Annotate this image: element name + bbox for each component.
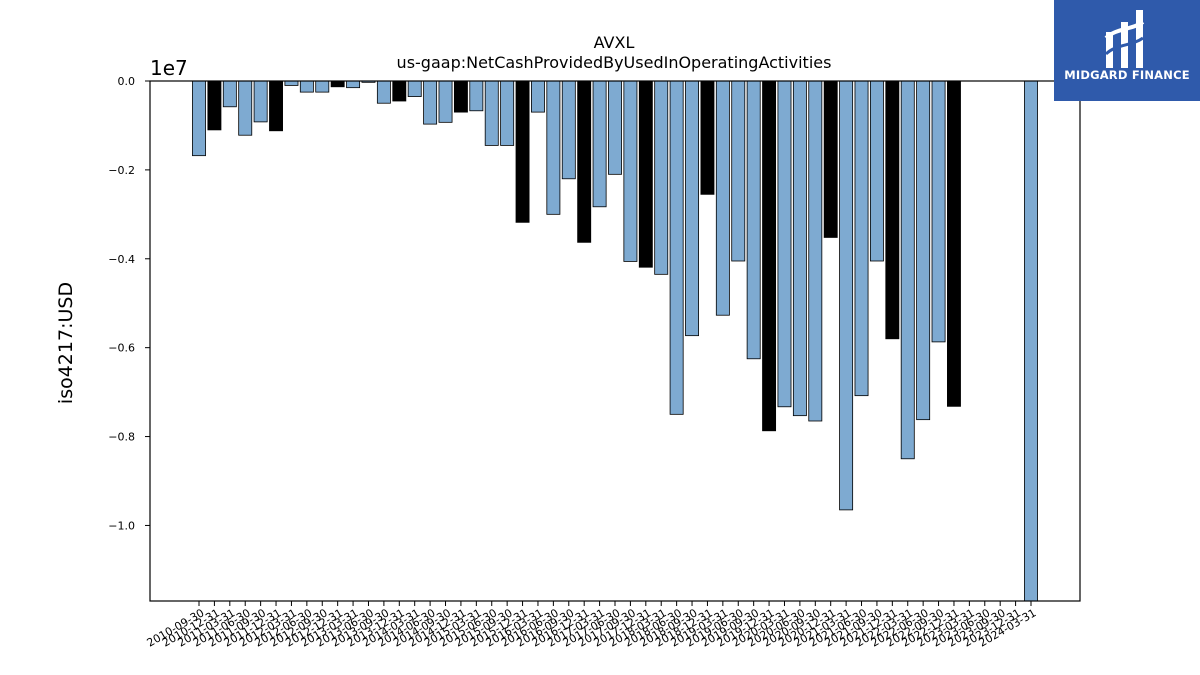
bar-2013-12-31: [392, 80, 407, 102]
bar-2014-06-30: [423, 80, 438, 125]
bar-2021-12-31: [885, 80, 900, 340]
bar-2014-12-31: [453, 80, 468, 113]
bar-2017-12-31: [638, 80, 653, 268]
bar-2016-03-31: [531, 80, 545, 113]
bar-2021-09-30: [869, 80, 884, 262]
bar-2020-09-30: [808, 80, 823, 422]
midgard-logo: MIDGARD FINANCE: [1054, 0, 1200, 101]
bar-2017-06-30: [608, 80, 622, 175]
logo-text: MIDGARD FINANCE: [1064, 68, 1190, 82]
bar-2016-06-30: [546, 80, 561, 215]
bar-2012-06-30: [299, 80, 314, 93]
bar-2018-09-30: [685, 80, 699, 337]
bar-2019-09-30: [746, 80, 761, 360]
y-tick-label: −1.0: [108, 519, 135, 532]
bar-2020-03-31: [777, 80, 792, 408]
bar-2015-12-31: [515, 80, 530, 223]
plot-frame: [149, 80, 1081, 602]
midgard-logo-icon: [1104, 10, 1145, 68]
y-ticks-group: 0.0 −0.2 −0.4 −0.6 −0.8 −1.0: [108, 75, 150, 532]
bar-2022-12-31: [947, 80, 961, 407]
bar-2010-09-30: [192, 80, 206, 157]
chart-subtitle: us-gaap:NetCashProvidedByUsedInOperating…: [397, 53, 832, 72]
bar-2019-06-30: [731, 80, 746, 262]
bar-2018-03-31: [654, 80, 669, 275]
bar-2020-06-30: [792, 80, 807, 417]
bar-2010-12-31: [207, 80, 222, 131]
bar-2022-06-30: [916, 80, 931, 421]
x-ticks-group: 2010-09-302010-12-312011-03-312011-06-30…: [145, 601, 1039, 650]
bar-2022-09-30: [931, 80, 946, 343]
bar-2014-03-31: [407, 80, 422, 97]
bar-2014-09-30: [438, 80, 453, 123]
bar-2017-03-31: [592, 80, 607, 208]
bar-2021-03-31: [839, 80, 854, 511]
bar-2019-12-31: [762, 80, 777, 432]
bar-2022-03-31: [900, 80, 915, 460]
bars-group: [192, 80, 1038, 602]
bar-2012-03-31: [284, 80, 299, 86]
bar-2013-03-31: [346, 80, 361, 89]
y-axis-label: iso4217:USD: [55, 282, 77, 404]
bar-2011-09-30: [253, 80, 268, 123]
y-tick-label: −0.6: [108, 342, 135, 355]
bar-2013-09-30: [376, 80, 391, 104]
bar-2015-09-30: [500, 80, 515, 146]
bar-2012-12-31: [330, 80, 345, 88]
bar-2021-06-30: [854, 80, 869, 397]
y-tick-label: −0.8: [108, 431, 135, 444]
bar-2020-12-31: [823, 80, 838, 238]
bar-2012-09-30: [315, 80, 330, 93]
bar-2011-12-31: [269, 80, 283, 132]
bar-2017-09-30: [623, 80, 638, 262]
bar-2015-03-31: [469, 80, 484, 112]
y-tick-label: −0.4: [108, 253, 135, 266]
bar-2011-06-30: [238, 80, 253, 136]
chart-title: AVXL: [594, 33, 635, 52]
y-scale-label: 1e7: [150, 56, 188, 80]
bar-2016-12-31: [577, 80, 592, 243]
bar-2019-03-31: [715, 80, 730, 316]
bar-2011-03-31: [222, 80, 237, 108]
bar-2018-12-31: [700, 80, 715, 195]
bar-2024-03-31: [1024, 80, 1038, 602]
bar-2015-06-30: [484, 80, 499, 146]
bar-2016-09-30: [561, 80, 576, 180]
y-tick-label: −0.2: [108, 164, 135, 177]
bar-2018-06-30: [669, 80, 684, 415]
y-tick-label: 0.0: [118, 75, 136, 88]
